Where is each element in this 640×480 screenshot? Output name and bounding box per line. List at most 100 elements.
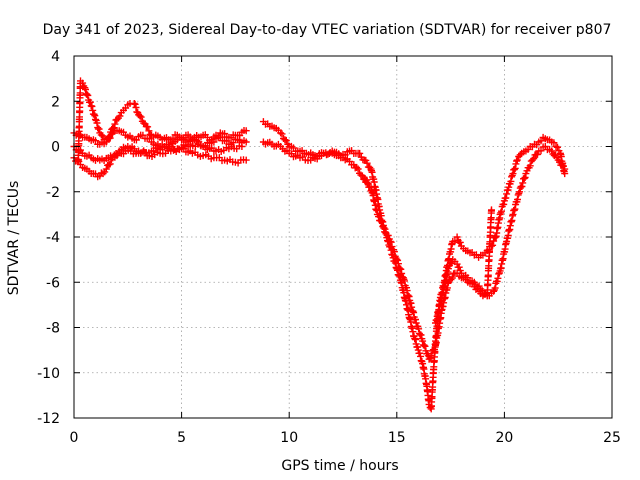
data-point bbox=[86, 98, 94, 106]
data-point bbox=[421, 342, 429, 350]
data-point bbox=[397, 265, 405, 273]
data-point bbox=[131, 100, 139, 108]
data-point bbox=[225, 133, 233, 141]
data-point bbox=[556, 149, 564, 157]
data-point bbox=[173, 145, 181, 153]
data-point bbox=[186, 140, 194, 148]
data-point bbox=[477, 285, 485, 293]
data-point bbox=[444, 265, 452, 273]
data-point bbox=[167, 147, 175, 155]
data-point bbox=[96, 172, 104, 180]
data-point bbox=[339, 154, 347, 162]
data-point bbox=[509, 170, 517, 178]
data-point bbox=[429, 369, 437, 377]
data-point bbox=[367, 165, 375, 173]
x-tick-label: 10 bbox=[280, 430, 298, 446]
data-point bbox=[272, 124, 280, 132]
data-point bbox=[111, 120, 119, 128]
data-point bbox=[96, 129, 104, 137]
data-point bbox=[394, 271, 402, 279]
data-point bbox=[554, 143, 561, 151]
chart-title: Day 341 of 2023, Sidereal Day-to-day VTE… bbox=[43, 22, 612, 38]
y-tick-label: -10 bbox=[37, 366, 60, 382]
data-point bbox=[106, 160, 114, 168]
data-point bbox=[77, 131, 84, 139]
data-point bbox=[420, 341, 428, 349]
data-point bbox=[234, 136, 242, 144]
data-point bbox=[483, 292, 491, 300]
data-point bbox=[77, 161, 84, 169]
data-point bbox=[520, 174, 528, 182]
y-tick-label: 4 bbox=[51, 49, 60, 65]
x-tick-label: 15 bbox=[388, 430, 406, 446]
data-point bbox=[106, 134, 114, 142]
data-point bbox=[199, 131, 207, 139]
data-point bbox=[160, 143, 168, 150]
data-point bbox=[277, 129, 285, 137]
data-point bbox=[451, 269, 459, 277]
data-point bbox=[188, 149, 196, 157]
data-point bbox=[307, 156, 315, 164]
data-point bbox=[457, 242, 465, 250]
data-point bbox=[83, 91, 91, 98]
data-point bbox=[92, 115, 99, 123]
data-point bbox=[130, 100, 138, 107]
data-point bbox=[530, 155, 538, 163]
data-point bbox=[519, 179, 527, 187]
data-point bbox=[148, 138, 155, 146]
data-point bbox=[462, 247, 470, 255]
data-point bbox=[132, 104, 140, 111]
x-tick-label: 20 bbox=[495, 430, 513, 446]
data-point bbox=[518, 149, 526, 157]
data-point bbox=[95, 125, 103, 133]
data-point bbox=[513, 156, 521, 164]
data-point bbox=[554, 156, 562, 164]
data-point bbox=[378, 218, 386, 226]
data-point bbox=[102, 138, 110, 146]
data-point bbox=[259, 138, 267, 146]
data-point bbox=[516, 188, 523, 196]
data-point bbox=[259, 118, 267, 126]
data-point bbox=[526, 162, 534, 170]
data-point bbox=[466, 249, 474, 257]
y-tick-label: -4 bbox=[46, 230, 60, 246]
data-point bbox=[135, 111, 143, 119]
data-point bbox=[191, 136, 198, 144]
data-point bbox=[373, 210, 381, 218]
data-point bbox=[302, 149, 310, 157]
data-point bbox=[509, 210, 517, 218]
data-point bbox=[427, 405, 435, 413]
data-point bbox=[377, 217, 385, 225]
data-point bbox=[381, 225, 389, 233]
data-point bbox=[113, 152, 121, 160]
data-point bbox=[388, 243, 396, 251]
data-point bbox=[419, 360, 427, 368]
data-point bbox=[528, 156, 536, 164]
data-point bbox=[208, 138, 216, 146]
data-point bbox=[87, 102, 95, 110]
data-point bbox=[384, 232, 392, 239]
data-point bbox=[89, 136, 97, 144]
data-point bbox=[394, 260, 402, 268]
data-point bbox=[559, 162, 567, 170]
data-point bbox=[425, 400, 433, 408]
y-tick-label: -12 bbox=[37, 411, 60, 427]
data-point bbox=[361, 156, 368, 164]
data-point bbox=[145, 127, 153, 135]
data-point bbox=[457, 269, 465, 277]
data-point bbox=[415, 329, 423, 337]
data-point bbox=[558, 161, 566, 169]
data-point bbox=[122, 147, 130, 155]
data-point bbox=[117, 109, 125, 117]
x-tick-label: 25 bbox=[603, 430, 621, 446]
data-point bbox=[354, 165, 362, 173]
data-point bbox=[399, 274, 407, 282]
data-point bbox=[543, 136, 551, 144]
data-point bbox=[436, 301, 444, 309]
data-point bbox=[199, 143, 207, 150]
data-point bbox=[412, 319, 420, 327]
data-point bbox=[423, 382, 431, 390]
y-axis-title: SDTVAR / TECUs bbox=[6, 181, 22, 296]
